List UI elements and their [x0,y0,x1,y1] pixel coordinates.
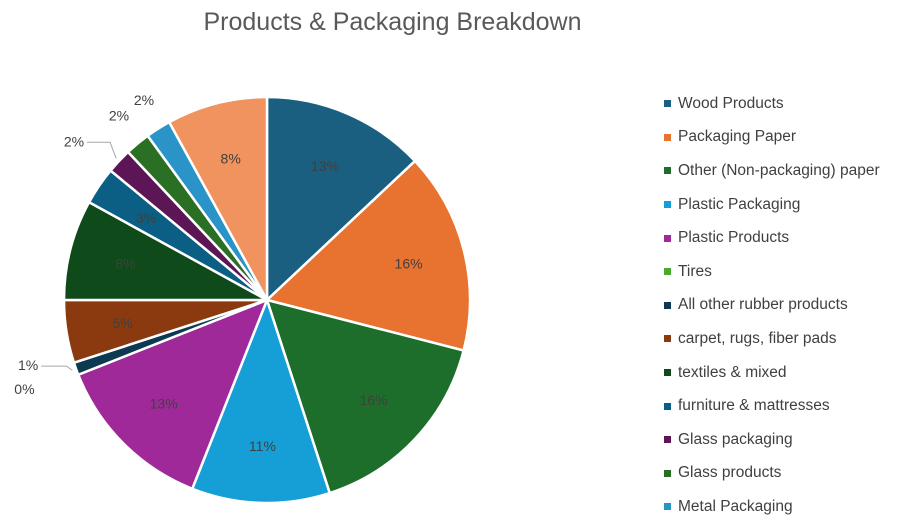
legend-label: furniture & mattresses [678,397,830,415]
legend-item-textiles-mixed: textiles & mixed [664,356,880,390]
data-label-textiles-mixed: 8% [115,256,135,272]
leader-lines [41,141,117,371]
legend-swatch [664,402,671,410]
legend-swatch [664,234,671,242]
legend-item-all-other-rubber-products: All other rubber products [664,289,880,323]
data-label-glass-products: 2% [109,108,129,124]
legend-swatch [664,469,671,477]
legend: Wood Products Packaging Paper Other (Non-p… [664,87,880,524]
legend-swatch [664,167,671,175]
data-label-glass-packaging: 2% [64,133,84,149]
legend-swatch [664,503,671,511]
data-label-carpet-rugs-fiber-pads: 5% [113,315,133,331]
data-label-wood-products: 13% [311,158,339,174]
legend-label: carpet, rugs, fiber pads [678,329,837,347]
data-label-all-other-rubber-products: 1% [18,357,38,373]
pie-slices [62,95,472,505]
legend-swatch [664,100,671,108]
legend-item-other-non-packaging-paper: Other (Non-packaging) paper [664,154,880,188]
slice-plastic-products [76,297,270,491]
legend-label: Tires [678,262,712,280]
legend-label: Wood Products [678,94,784,112]
data-label-plastic-products: 13% [150,395,178,411]
legend-label: Other (Non-packaging) paper [678,161,880,179]
slice-textiles-mixed [62,200,268,302]
legend-item-metal-packaging: Metal Packaging [664,490,880,524]
legend-item-plastic-packaging: Plastic Packaging [664,188,880,222]
legend-item-packaging-paper: Packaging Paper [664,121,880,155]
data-label-metal-products: 8% [221,150,241,166]
slice-packaging-paper [264,159,472,353]
legend-label: Glass products [678,464,782,482]
legend-item-furniture-mattresses: furniture & mattresses [664,389,880,423]
legend-label: Packaging Paper [678,128,797,146]
legend-swatch [664,301,671,309]
chart-title: Products & Packaging Breakdown [203,8,582,36]
data-labels: 13% 16% 16% 11% 13% 0% 1% 5% 8% 3% 2% 2% 2% 8% [14,92,422,454]
legend-label: Metal Packaging [678,497,793,515]
legend-swatch [664,335,671,343]
legend-swatch [664,268,671,276]
leader-line-glass-packaging [87,141,117,159]
data-label-plastic-packaging: 11% [249,438,276,454]
legend-label: Plastic Packaging [678,195,801,213]
data-label-other-non-packaging-paper: 16% [360,392,388,408]
slice-plastic-packaging [190,296,332,505]
legend-label: textiles & mixed [678,363,787,381]
legend-swatch [664,133,671,141]
legend-item-plastic-products: Plastic Products [664,221,880,255]
legend-item-wood-products: Wood Products [664,87,880,121]
legend-label: All other rubber products [678,296,848,314]
legend-label: Glass packaging [678,430,793,448]
slice-wood-products [265,95,417,303]
legend-item-glass-products: Glass products [664,457,880,491]
legend-swatch [664,369,671,377]
slice-other-non-packaging-paper [265,298,466,495]
legend-item-tires: Tires [664,255,880,289]
legend-label: Plastic Products [678,229,790,247]
legend-item-glass-packaging: Glass packaging [664,423,880,457]
leader-line-all-other-rubber-products [41,365,73,371]
legend-item-carpet-rugs-fiber-pads: carpet, rugs, fiber pads [664,322,880,356]
slice-metal-products [167,95,269,301]
legend-swatch [664,201,671,209]
legend-swatch [664,436,671,444]
data-label-metal-packaging: 2% [134,92,154,108]
data-label-packaging-paper: 16% [395,256,423,272]
data-label-furniture-mattresses: 3% [136,210,156,226]
data-label-tires: 0% [14,381,34,397]
